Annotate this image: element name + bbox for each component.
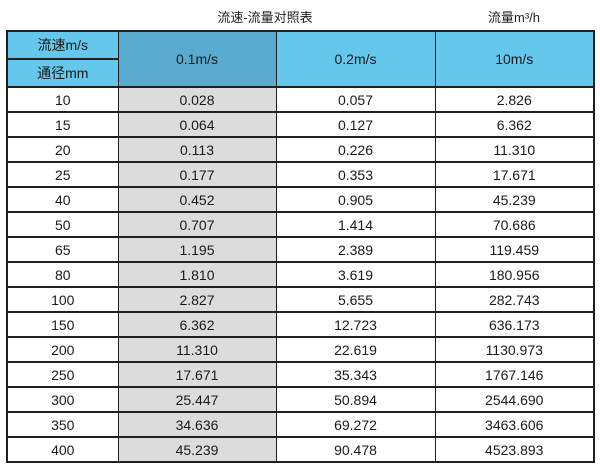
flow-value-cell: 0.064 [117,111,277,138]
table-header: 流速m/s 0.1m/s 0.2m/s 10m/s 通径mm [6,30,595,88]
flow-value-cell: 45.239 [117,436,277,463]
flow-value-cell: 11.310 [434,136,595,163]
flow-value-cell: 1.414 [275,211,436,238]
diameter-cell: 400 [6,436,119,463]
flow-value-cell: 1.810 [117,261,277,288]
flow-value-cell: 0.905 [275,186,436,213]
table-row: 20 0.113 0.226 11.310 [6,136,595,163]
diameter-cell: 20 [6,136,119,163]
flow-value-cell: 11.310 [117,336,277,363]
flow-value-cell: 0.057 [275,86,436,113]
titlebar: 流速-流量对照表 流量m³/h [0,0,600,30]
flow-value-cell: 0.353 [275,161,436,188]
table-row: 50 0.707 1.414 70.686 [6,211,595,238]
header-row-top: 流速m/s 0.1m/s 0.2m/s 10m/s [6,30,595,88]
diameter-cell: 40 [6,186,119,213]
flow-value-cell: 3.619 [275,261,436,288]
flow-value-cell: 119.459 [434,236,595,263]
table-row: 25 0.177 0.353 17.671 [6,161,595,188]
flow-value-cell: 17.671 [434,161,595,188]
flow-value-cell: 2.389 [275,236,436,263]
flow-value-cell: 0.452 [117,186,277,213]
flow-value-cell: 45.239 [434,186,595,213]
diameter-cell: 25 [6,161,119,188]
flow-value-cell: 3463.606 [434,411,595,438]
header-col-0-1ms: 0.1m/s [117,30,277,88]
flow-rate-table: 流速m/s 0.1m/s 0.2m/s 10m/s 通径mm 10 0.028 0.… [6,30,595,463]
flow-value-cell: 0.177 [117,161,277,188]
flow-value-cell: 22.619 [275,336,436,363]
diameter-cell: 100 [6,286,119,313]
flow-unit-title: 流量m³/h [487,10,541,25]
diameter-cell: 80 [6,261,119,288]
table-row: 150 6.362 12.723 636.173 [6,311,595,338]
diameter-cell: 10 [6,86,119,113]
header-diameter-label: 通径mm [6,58,119,88]
flow-value-cell: 1130.973 [434,336,595,363]
flow-value-cell: 90.478 [275,436,436,463]
table-row: 400 45.239 90.478 4523.893 [6,436,595,463]
table-row: 100 2.827 5.655 282.743 [6,286,595,313]
flow-value-cell: 282.743 [434,286,595,313]
table-row: 350 34.636 69.272 3463.606 [6,411,595,438]
table-body: 10 0.028 0.057 2.826 15 0.064 0.127 6.362 20 0.11… [6,86,595,463]
flow-value-cell: 5.655 [275,286,436,313]
header-velocity-label: 流速m/s [6,30,119,60]
flow-value-cell: 34.636 [117,411,277,438]
flow-value-cell: 2.826 [434,86,595,113]
flow-value-cell: 69.272 [275,411,436,438]
flow-value-cell: 0.127 [275,111,436,138]
flow-value-cell: 50.894 [275,386,436,413]
table-row: 300 25.447 50.894 2544.690 [6,386,595,413]
flow-value-cell: 0.707 [117,211,277,238]
table-row: 200 11.310 22.619 1130.973 [6,336,595,363]
table-row: 40 0.452 0.905 45.239 [6,186,595,213]
diameter-cell: 350 [6,411,119,438]
diameter-cell: 50 [6,211,119,238]
diameter-cell: 150 [6,311,119,338]
table-row: 15 0.064 0.127 6.362 [6,111,595,138]
flow-value-cell: 1767.146 [434,361,595,388]
header-row-bottom: 通径mm [6,58,594,88]
flow-value-cell: 0.226 [275,136,436,163]
flow-value-cell: 2.827 [117,286,277,313]
flow-value-cell: 0.028 [117,86,277,113]
flow-value-cell: 6.362 [434,111,595,138]
header-col-0-2ms: 0.2m/s [275,30,436,88]
table-row: 10 0.028 0.057 2.826 [6,86,595,113]
diameter-cell: 15 [6,111,119,138]
diameter-cell: 200 [6,336,119,363]
header-col-10ms: 10m/s [434,30,595,88]
table-row: 250 17.671 35.343 1767.146 [6,361,595,388]
diameter-cell: 250 [6,361,119,388]
flow-value-cell: 17.671 [117,361,277,388]
flow-value-cell: 6.362 [117,311,277,338]
flow-value-cell: 25.447 [117,386,277,413]
diameter-cell: 300 [6,386,119,413]
flow-value-cell: 2544.690 [434,386,595,413]
flow-value-cell: 4523.893 [434,436,595,463]
flow-value-cell: 0.113 [117,136,277,163]
flow-value-cell: 12.723 [275,311,436,338]
flow-value-cell: 636.173 [434,311,595,338]
table-row: 80 1.810 3.619 180.956 [6,261,595,288]
table-title: 流速-流量对照表 [217,10,313,25]
flow-value-cell: 180.956 [434,261,595,288]
flow-value-cell: 1.195 [117,236,277,263]
flow-value-cell: 35.343 [275,361,436,388]
diameter-cell: 65 [6,236,119,263]
table-row: 65 1.195 2.389 119.459 [6,236,595,263]
flow-value-cell: 70.686 [434,211,595,238]
